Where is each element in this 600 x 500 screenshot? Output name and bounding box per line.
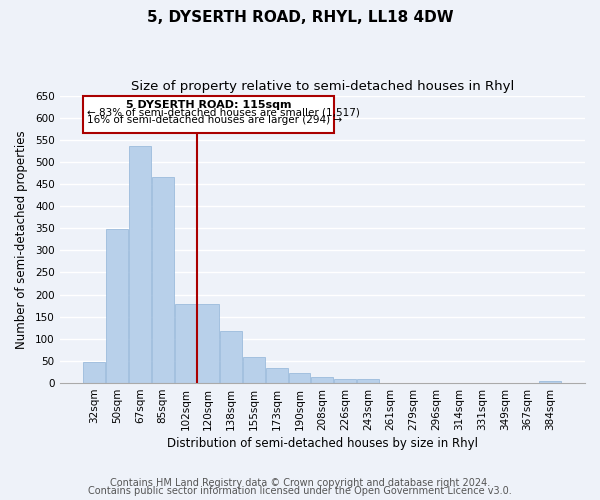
Bar: [83, 362, 105, 383]
Bar: [197, 304, 219, 383]
FancyBboxPatch shape: [83, 96, 334, 133]
Bar: [266, 368, 287, 383]
Bar: [289, 374, 310, 383]
Bar: [175, 304, 196, 383]
Text: Contains public sector information licensed under the Open Government Licence v3: Contains public sector information licen…: [88, 486, 512, 496]
Y-axis label: Number of semi-detached properties: Number of semi-detached properties: [15, 130, 28, 348]
Bar: [357, 378, 379, 383]
Text: 16% of semi-detached houses are larger (294) →: 16% of semi-detached houses are larger (…: [88, 115, 343, 125]
Bar: [106, 229, 128, 383]
Bar: [129, 146, 151, 383]
Bar: [311, 377, 333, 383]
Text: ← 83% of semi-detached houses are smaller (1,517): ← 83% of semi-detached houses are smalle…: [88, 108, 361, 118]
X-axis label: Distribution of semi-detached houses by size in Rhyl: Distribution of semi-detached houses by …: [167, 437, 478, 450]
Bar: [220, 331, 242, 383]
Bar: [334, 378, 356, 383]
Text: 5, DYSERTH ROAD, RHYL, LL18 4DW: 5, DYSERTH ROAD, RHYL, LL18 4DW: [146, 10, 454, 25]
Text: Contains HM Land Registry data © Crown copyright and database right 2024.: Contains HM Land Registry data © Crown c…: [110, 478, 490, 488]
Text: 5 DYSERTH ROAD: 115sqm: 5 DYSERTH ROAD: 115sqm: [125, 100, 291, 110]
Bar: [243, 356, 265, 383]
Bar: [539, 381, 561, 383]
Title: Size of property relative to semi-detached houses in Rhyl: Size of property relative to semi-detach…: [131, 80, 514, 93]
Bar: [152, 178, 173, 383]
